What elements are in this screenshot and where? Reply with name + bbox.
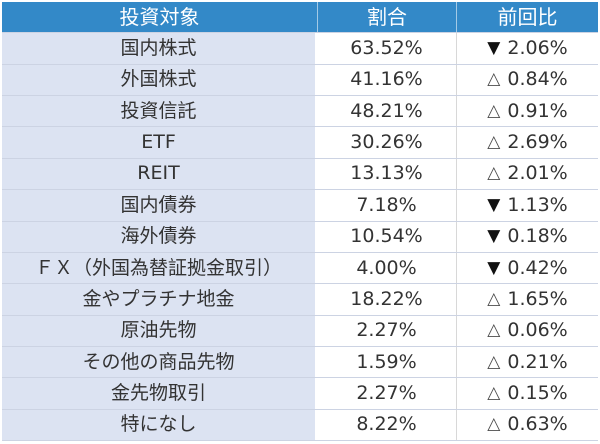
triangle-icon: △ — [487, 100, 501, 121]
triangle-icon: △ — [487, 69, 501, 90]
change-value: 1.65% — [507, 287, 568, 310]
triangle-icon: △ — [487, 288, 501, 309]
change-value: 2.06% — [507, 37, 568, 60]
change-cell: ▼ 1.13% — [456, 190, 598, 221]
change-cell: △ 0.91% — [456, 96, 598, 127]
target-cell: 特になし — [2, 409, 317, 441]
ratio-cell: 1.59% — [317, 346, 456, 378]
target-cell: 海外債券 — [2, 221, 317, 252]
change-cell: ▼ 0.18% — [456, 221, 598, 252]
table-row: ETF 30.26% △ 2.69% — [2, 126, 598, 158]
triangle-icon: △ — [487, 382, 501, 403]
table-row: 原油先物 2.27% △ 0.06% — [2, 314, 598, 346]
ratio-cell: 10.54% — [317, 221, 456, 252]
triangle-icon: ▼ — [487, 226, 501, 247]
table-row: ＦＸ（外国為替証拠金取引） 4.00% ▼ 0.42% — [2, 251, 598, 284]
change-cell: △ 0.84% — [456, 64, 598, 96]
target-cell: 国内株式 — [2, 33, 317, 64]
change-value: 0.18% — [507, 225, 568, 248]
target-cell: ＦＸ（外国為替証拠金取引） — [2, 252, 317, 284]
target-cell: 金先物取引 — [2, 378, 317, 409]
target-cell: 金やプラチナ地金 — [2, 284, 317, 315]
triangle-icon: ▼ — [487, 257, 501, 278]
change-cell: △ 0.15% — [456, 378, 598, 409]
ratio-cell: 63.52% — [317, 33, 456, 64]
target-cell: REIT — [2, 158, 317, 190]
ratio-cell: 41.16% — [317, 64, 456, 96]
change-value: 2.01% — [507, 162, 568, 185]
triangle-icon: △ — [487, 320, 501, 341]
change-cell: △ 0.06% — [456, 315, 598, 346]
target-cell: ETF — [2, 127, 317, 158]
table-row: 国内株式 63.52% ▼ 2.06% — [2, 32, 598, 64]
ratio-cell: 18.22% — [317, 284, 456, 315]
table-row: 投資信託 48.21% △ 0.91% — [2, 95, 598, 127]
table-row: REIT 13.13% △ 2.01% — [2, 157, 598, 190]
triangle-icon: △ — [487, 132, 501, 153]
ratio-cell: 7.18% — [317, 190, 456, 221]
ratio-cell: 2.27% — [317, 378, 456, 409]
table-header-row: 投資対象 割合 前回比 — [2, 2, 598, 33]
change-value: 0.21% — [507, 350, 568, 373]
change-value: 1.13% — [507, 193, 568, 216]
triangle-icon: ▼ — [487, 38, 501, 59]
column-header-target: 投資対象 — [119, 5, 200, 30]
change-value: 0.63% — [507, 413, 568, 436]
table-row: 金やプラチナ地金 18.22% △ 1.65% — [2, 283, 598, 315]
change-cell: ▼ 0.42% — [456, 252, 598, 284]
table-row: 金先物取引 2.27% △ 0.15% — [2, 377, 598, 409]
target-cell: 投資信託 — [2, 96, 317, 127]
table-row: 外国株式 41.16% △ 0.84% — [2, 63, 598, 96]
ratio-cell: 4.00% — [317, 252, 456, 284]
change-value: 0.91% — [507, 99, 568, 122]
triangle-icon: △ — [487, 163, 501, 184]
column-header-ratio: 割合 — [317, 2, 456, 33]
change-cell: △ 2.01% — [456, 158, 598, 190]
table-row: 海外債券 10.54% ▼ 0.18% — [2, 220, 598, 252]
target-cell: 国内債券 — [2, 190, 317, 221]
table-row: その他の商品先物 1.59% △ 0.21% — [2, 345, 598, 378]
ratio-cell: 48.21% — [317, 96, 456, 127]
ratio-cell: 30.26% — [317, 127, 456, 158]
change-value: 2.69% — [507, 131, 568, 154]
triangle-icon: ▼ — [487, 194, 501, 215]
ratio-cell: 8.22% — [317, 409, 456, 441]
triangle-icon: △ — [487, 414, 501, 435]
triangle-icon: △ — [487, 351, 501, 372]
change-value: 0.84% — [507, 68, 568, 91]
target-cell: その他の商品先物 — [2, 346, 317, 378]
change-cell: △ 0.21% — [456, 346, 598, 378]
target-cell: 外国株式 — [2, 64, 317, 96]
column-header-change: 前回比 — [456, 2, 598, 33]
change-cell: △ 1.65% — [456, 284, 598, 315]
change-cell: △ 2.69% — [456, 127, 598, 158]
change-cell: △ 0.63% — [456, 409, 598, 441]
target-cell: 原油先物 — [2, 315, 317, 346]
change-value: 0.15% — [507, 381, 568, 404]
ratio-cell: 2.27% — [317, 315, 456, 346]
change-value: 0.06% — [507, 319, 568, 342]
change-value: 0.42% — [507, 256, 568, 279]
ratio-cell: 13.13% — [317, 158, 456, 190]
table-row: 特になし 8.22% △ 0.63% — [2, 408, 598, 441]
change-cell: ▼ 2.06% — [456, 33, 598, 64]
table-row: 国内債券 7.18% ▼ 1.13% — [2, 189, 598, 221]
